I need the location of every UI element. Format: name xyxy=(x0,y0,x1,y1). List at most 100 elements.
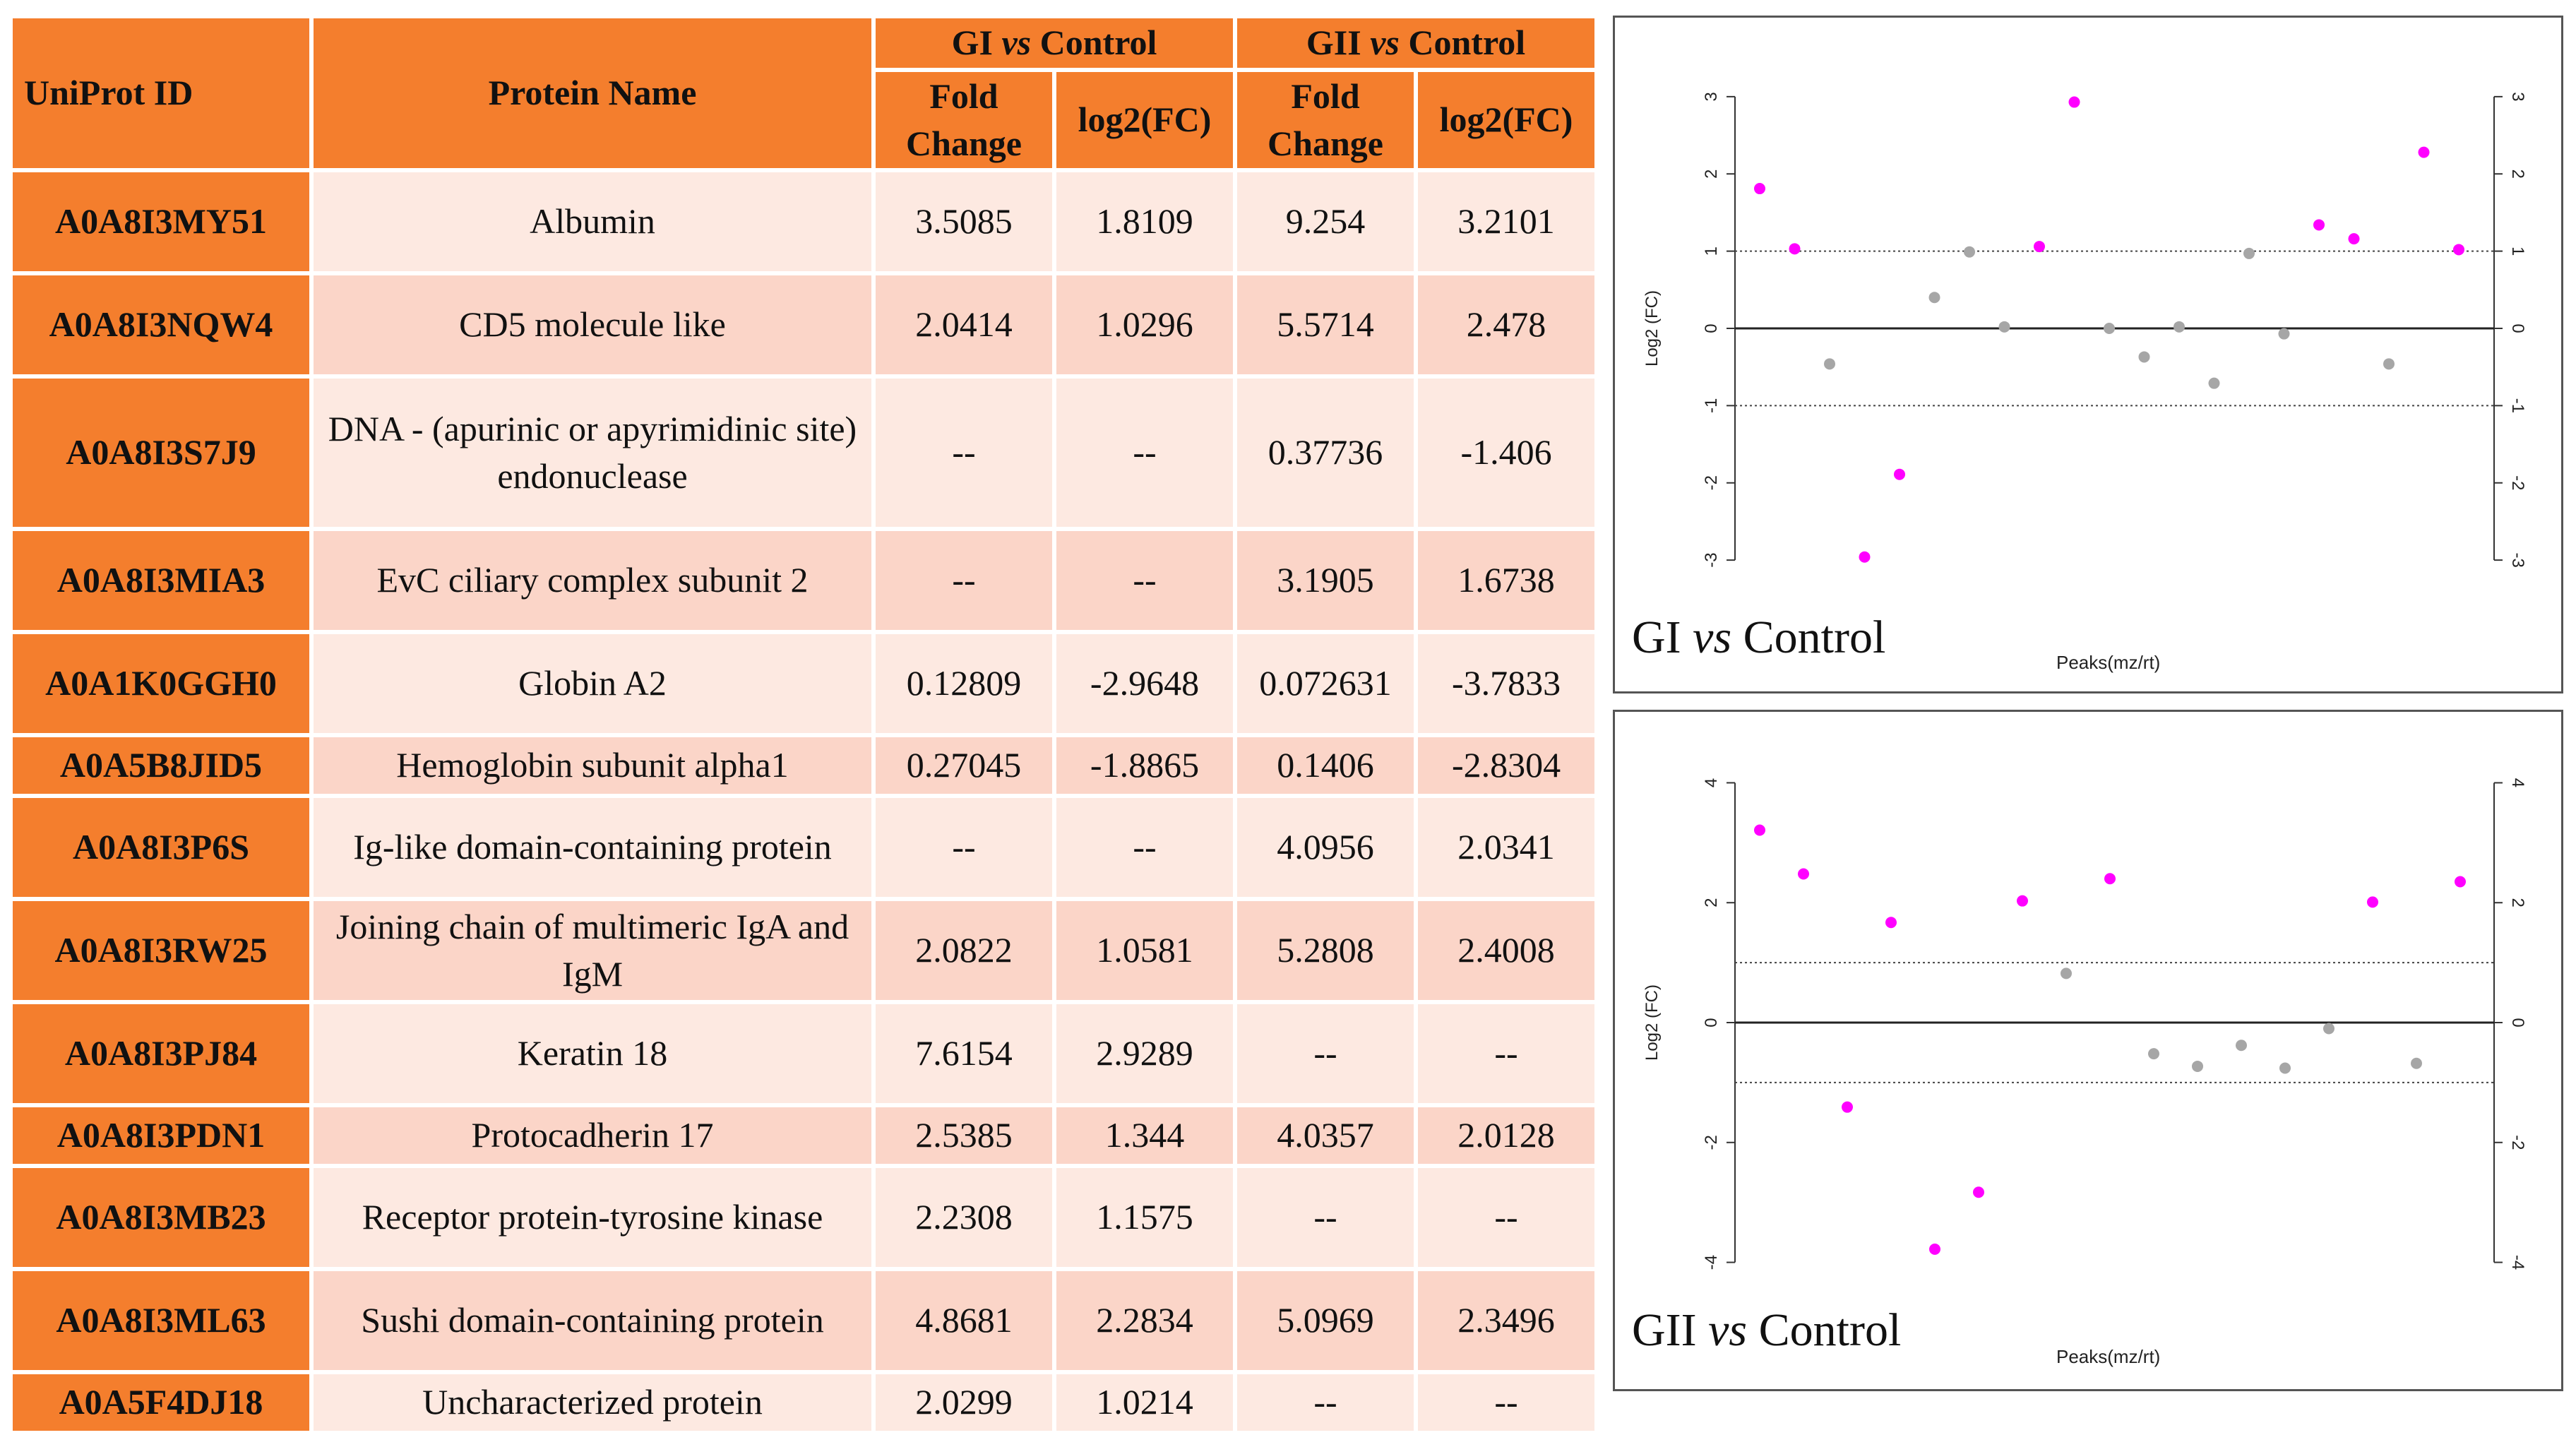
gi-right-tick-label: -2 xyxy=(2508,475,2527,490)
uniprot-id-cell: A0A1K0GGH0 xyxy=(13,634,309,733)
gi-log2fc-cell: -- xyxy=(1056,531,1234,630)
gi-scatter-svg: -3 -3 -2 -2 -1 -1 0 0 1 1 2 2 3 3 Log2 (FC) xyxy=(1642,92,2527,568)
protein-name-cell: CD5 molecule like xyxy=(314,275,871,374)
protein-name-cell: DNA - (apurinic or apyrimidinic site) en… xyxy=(314,379,871,527)
gii-fold-change-cell: 5.2808 xyxy=(1237,901,1414,1000)
gi-data-point xyxy=(1754,183,1765,195)
table-row: A0A8I3S7J9 DNA - (apurinic or apyrimidini… xyxy=(13,379,1595,527)
table-row: A0A8I3RW25 Joining chain of multimeric Ig… xyxy=(13,901,1595,1000)
gi-x-axis-label: Peaks(mz/rt) xyxy=(2056,652,2161,673)
gi-data-point xyxy=(2313,219,2325,231)
gi-log2fc-cell: -2.9648 xyxy=(1056,634,1234,733)
gii-fold-change-cell: -- xyxy=(1237,1168,1414,1267)
gi-data-point xyxy=(1964,246,1975,258)
table-row: A0A8I3MIA3 EvC ciliary complex subunit 2-… xyxy=(13,531,1595,630)
gii-right-tick-label: -2 xyxy=(2508,1135,2527,1150)
gi-fold-change-cell: -- xyxy=(876,531,1052,630)
uniprot-id-cell: A0A8I3P6S xyxy=(13,798,309,897)
gii-left-tick-label: -2 xyxy=(1702,1135,1721,1150)
gii-fold-change-cell: 3.1905 xyxy=(1237,531,1414,630)
uniprot-id-cell: A0A8I3ML63 xyxy=(13,1271,309,1370)
gi-log2fc-cell: 1.1575 xyxy=(1056,1168,1234,1267)
gi-data-point xyxy=(2383,358,2395,370)
gi-left-tick-label: 0 xyxy=(1702,323,1721,333)
uniprot-id-cell: A0A8I3PDN1 xyxy=(13,1107,309,1164)
header-gi-vs-control: GI vs Control xyxy=(876,18,1234,68)
uniprot-id-cell: A0A8I3NQW4 xyxy=(13,275,309,374)
gii-left-tick-label: 0 xyxy=(1702,1018,1721,1027)
gi-fold-change-cell: 4.8681 xyxy=(876,1271,1052,1370)
header-gii-fold-change: Fold Change xyxy=(1237,72,1414,168)
gii-data-point xyxy=(2236,1040,2247,1052)
gii-data-point xyxy=(2411,1057,2422,1069)
gii-fold-change-cell: 5.0969 xyxy=(1237,1271,1414,1370)
gii-data-point xyxy=(2017,895,2028,907)
gi-fold-change-cell: 3.5085 xyxy=(876,172,1052,271)
gii-data-point xyxy=(1973,1186,1984,1198)
gii-data-point xyxy=(1798,868,1809,880)
gi-data-point xyxy=(1789,243,1801,255)
gi-data-point xyxy=(1824,358,1835,370)
gi-vs-control-plot: -3 -3 -2 -2 -1 -1 0 0 1 1 2 2 3 3 Log2 (FC) GI vs Cont… xyxy=(1613,16,2563,693)
gii-scatter-svg: -4 -4 -2 -2 0 0 2 2 4 4 Log2 (FC) xyxy=(1642,778,2527,1270)
protein-name-cell: Ig-like domain-containing protein xyxy=(314,798,871,897)
gii-log2fc-cell: 2.0341 xyxy=(1418,798,1595,897)
gii-data-point xyxy=(1754,824,1765,836)
gii-fold-change-cell: 4.0956 xyxy=(1237,798,1414,897)
gi-log2fc-cell: 1.344 xyxy=(1056,1107,1234,1164)
header-gi-fold-change: Fold Change xyxy=(876,72,1052,168)
gii-right-tick-label: 2 xyxy=(2508,898,2527,907)
gi-fold-change-cell: -- xyxy=(876,798,1052,897)
gi-data-point xyxy=(2138,351,2150,363)
table-row: A0A8I3NQW4 CD5 molecule like 2.0414 1.0296 5… xyxy=(13,275,1595,374)
protein-name-cell: Albumin xyxy=(314,172,871,271)
gii-data-point xyxy=(2192,1060,2203,1072)
gii-log2fc-cell: 2.4008 xyxy=(1418,901,1595,1000)
protein-table-container: UniProt ID Protein Name GI vs Control GI… xyxy=(13,18,1603,1431)
gi-data-point xyxy=(2068,96,2080,108)
uniprot-id-cell: A0A8I3S7J9 xyxy=(13,379,309,527)
uniprot-id-cell: A0A8I3MB23 xyxy=(13,1168,309,1267)
gi-data-point xyxy=(1894,468,1905,480)
gii-fold-change-cell: 0.37736 xyxy=(1237,379,1414,527)
gii-log2fc-cell: -2.8304 xyxy=(1418,737,1595,794)
gii-log2fc-cell: -3.7833 xyxy=(1418,634,1595,733)
gii-log2fc-cell: 3.2101 xyxy=(1418,172,1595,271)
gii-fold-change-cell: -- xyxy=(1237,1004,1414,1103)
protein-name-cell: Joining chain of multimeric IgA and IgM xyxy=(314,901,871,1000)
gi-fold-change-cell: 0.27045 xyxy=(876,737,1052,794)
gii-left-tick-label: -4 xyxy=(1702,1255,1721,1270)
table-row: A0A8I3MB23 Receptor protein-tyrosine kina… xyxy=(13,1168,1595,1267)
gi-fold-change-cell: 2.0822 xyxy=(876,901,1052,1000)
gi-plot-caption: GI vs Control xyxy=(1632,612,1886,663)
protein-name-cell: Hemoglobin subunit alpha1 xyxy=(314,737,871,794)
protein-name-cell: Uncharacterized protein xyxy=(314,1374,871,1431)
gii-y-axis-label: Log2 (FC) xyxy=(1642,984,1662,1061)
gii-fold-change-cell: 5.5714 xyxy=(1237,275,1414,374)
gi-log2fc-cell: -1.8865 xyxy=(1056,737,1234,794)
gi-log2fc-cell: -- xyxy=(1056,798,1234,897)
gii-log2fc-cell: -- xyxy=(1418,1004,1595,1103)
gi-log2fc-cell: 1.0296 xyxy=(1056,275,1234,374)
header-gii-log2fc: log2(FC) xyxy=(1418,72,1595,168)
gi-data-point xyxy=(2174,321,2185,333)
table-row: A0A8I3P6S Ig-like domain-containing prote… xyxy=(13,798,1595,897)
uniprot-id-cell: A0A8I3RW25 xyxy=(13,901,309,1000)
gi-right-tick-label: 0 xyxy=(2508,323,2527,333)
header-protein-name: Protein Name xyxy=(314,18,871,168)
gi-right-tick-label: 1 xyxy=(2508,246,2527,256)
gi-left-tick-label: -2 xyxy=(1702,475,1721,490)
gi-right-tick-label: 3 xyxy=(2508,92,2527,101)
gi-fold-change-cell: 7.6154 xyxy=(876,1004,1052,1103)
gi-data-point xyxy=(2348,233,2360,245)
gii-data-point xyxy=(2323,1023,2334,1035)
header-gii-vs-control: GII vs Control xyxy=(1237,18,1595,68)
gi-fold-change-cell: 0.12809 xyxy=(876,634,1052,733)
gi-fold-change-cell: 2.0414 xyxy=(876,275,1052,374)
gii-right-tick-label: 4 xyxy=(2508,778,2527,787)
gii-log2fc-cell: 2.0128 xyxy=(1418,1107,1595,1164)
gi-log2fc-cell: 1.8109 xyxy=(1056,172,1234,271)
uniprot-id-cell: A0A5F4DJ18 xyxy=(13,1374,309,1431)
gii-data-point xyxy=(2061,967,2072,980)
uniprot-id-cell: A0A8I3MIA3 xyxy=(13,531,309,630)
